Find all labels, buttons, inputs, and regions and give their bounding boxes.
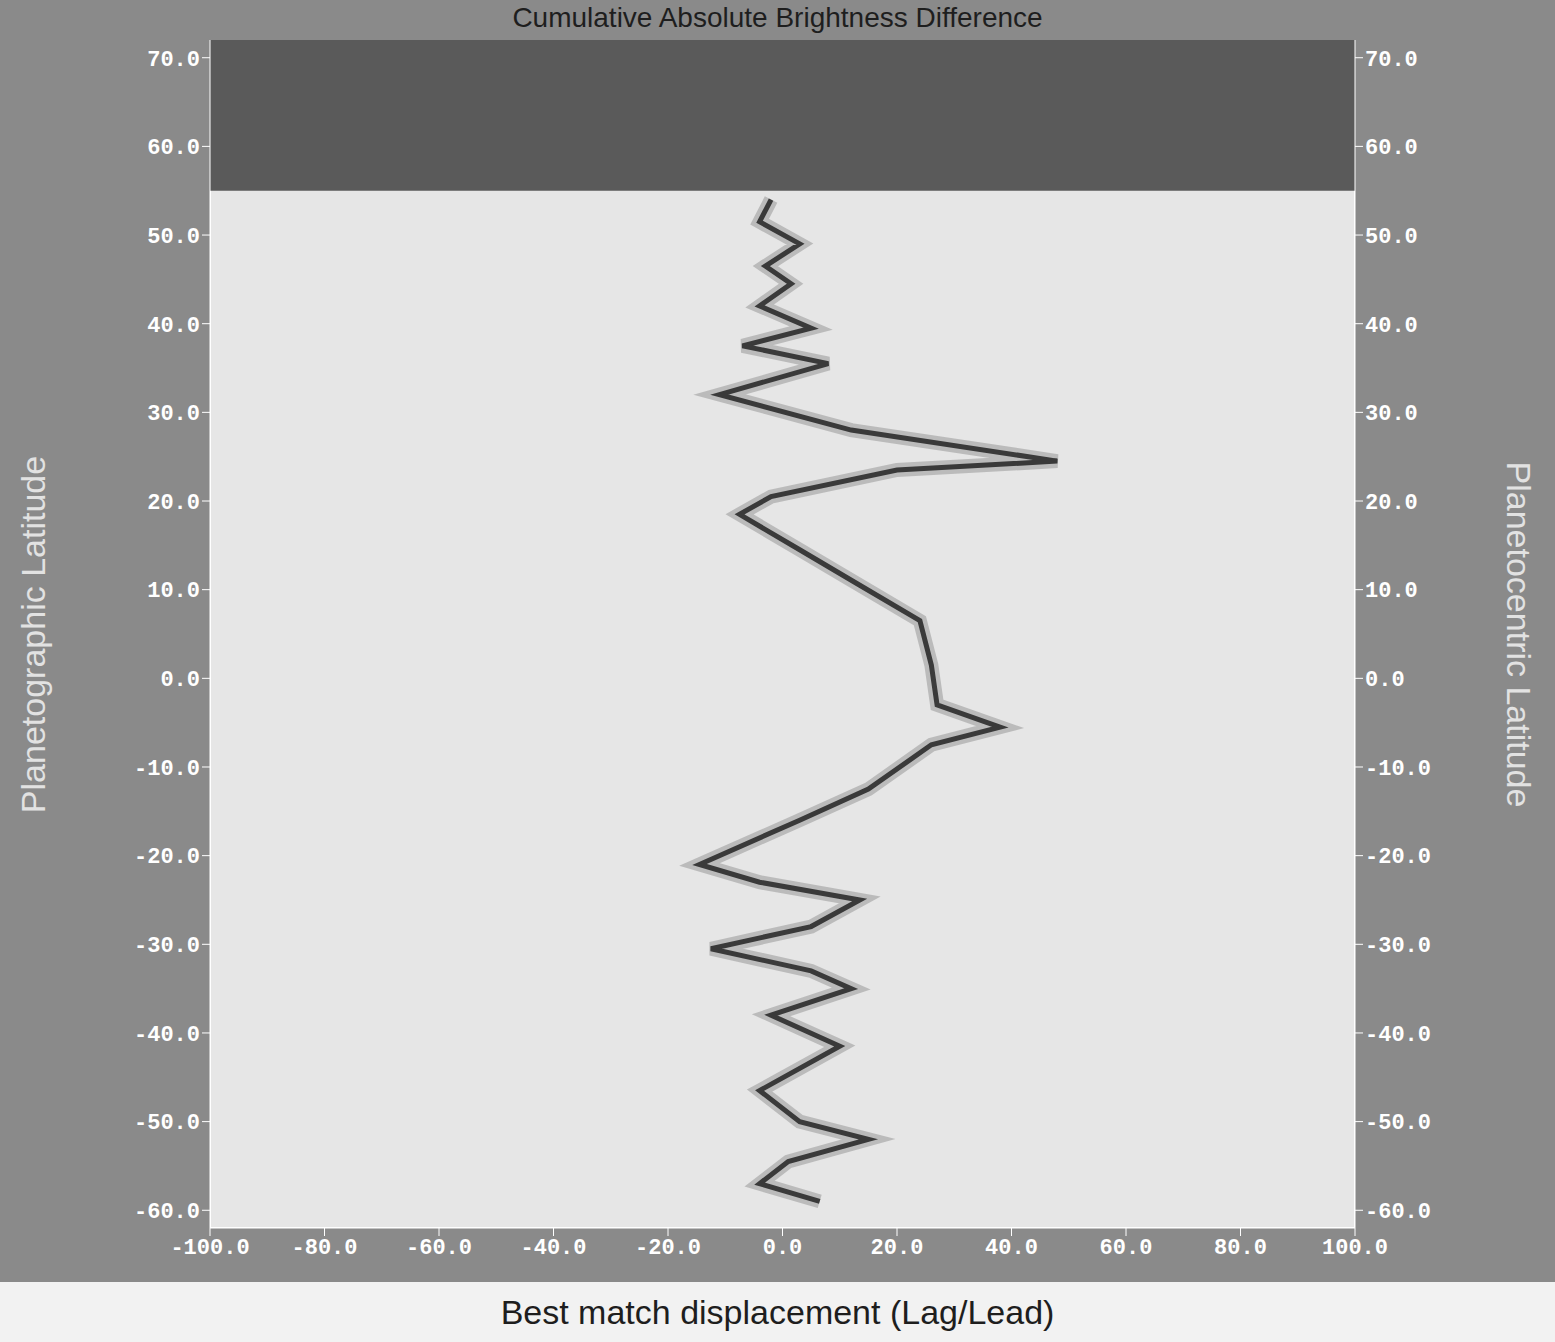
svg-text:-30.0: -30.0 [134,934,200,959]
svg-text:-20.0: -20.0 [635,1236,701,1261]
svg-text:20.0: 20.0 [871,1236,924,1261]
svg-text:40.0: 40.0 [985,1236,1038,1261]
svg-text:60.0: 60.0 [147,136,200,161]
svg-text:-40.0: -40.0 [1365,1023,1431,1048]
svg-text:-60.0: -60.0 [406,1236,472,1261]
svg-text:-20.0: -20.0 [1365,845,1431,870]
svg-text:-40.0: -40.0 [134,1023,200,1048]
svg-text:50.0: 50.0 [1365,225,1418,250]
svg-text:50.0: 50.0 [147,225,200,250]
svg-text:20.0: 20.0 [1365,491,1418,516]
svg-text:30.0: 30.0 [1365,402,1418,427]
svg-text:10.0: 10.0 [147,579,200,604]
svg-text:0.0: 0.0 [1365,668,1405,693]
html-text:Planetographic Latitude: Planetographic Latitude [14,455,53,813]
html-text:Best match displacement (Lag/L: Best match displacement (Lag/Lead) [500,1292,1055,1331]
svg-text:70.0: 70.0 [147,48,200,73]
svg-text:80.0: 80.0 [1214,1236,1267,1261]
svg-text:-20.0: -20.0 [134,845,200,870]
svg-text:-50.0: -50.0 [1365,1111,1431,1136]
svg-text:-50.0: -50.0 [134,1111,200,1136]
svg-text:40.0: 40.0 [147,314,200,339]
svg-text:0.0: 0.0 [160,668,200,693]
svg-text:40.0: 40.0 [1365,314,1418,339]
svg-text:-10.0: -10.0 [134,757,200,782]
svg-text:10.0: 10.0 [1365,579,1418,604]
svg-text:70.0: 70.0 [1365,48,1418,73]
svg-text:-60.0: -60.0 [134,1200,200,1225]
svg-text:-60.0: -60.0 [1365,1200,1431,1225]
svg-text:30.0: 30.0 [147,402,200,427]
svg-text:-80.0: -80.0 [291,1236,357,1261]
svg-text:-40.0: -40.0 [520,1236,586,1261]
svg-text:0.0: 0.0 [763,1236,803,1261]
svg-text:60.0: 60.0 [1365,136,1418,161]
html-text:Planetocentric Latitude: Planetocentric Latitude [1500,461,1539,807]
svg-text:20.0: 20.0 [147,491,200,516]
html-text:Cumulative Absolute Brightness: Cumulative Absolute Brightness Differenc… [512,2,1043,33]
svg-text:-100.0: -100.0 [170,1236,249,1261]
svg-text:-30.0: -30.0 [1365,934,1431,959]
svg-text:100.0: 100.0 [1322,1236,1388,1261]
svg-text:-10.0: -10.0 [1365,757,1431,782]
svg-text:60.0: 60.0 [1100,1236,1153,1261]
